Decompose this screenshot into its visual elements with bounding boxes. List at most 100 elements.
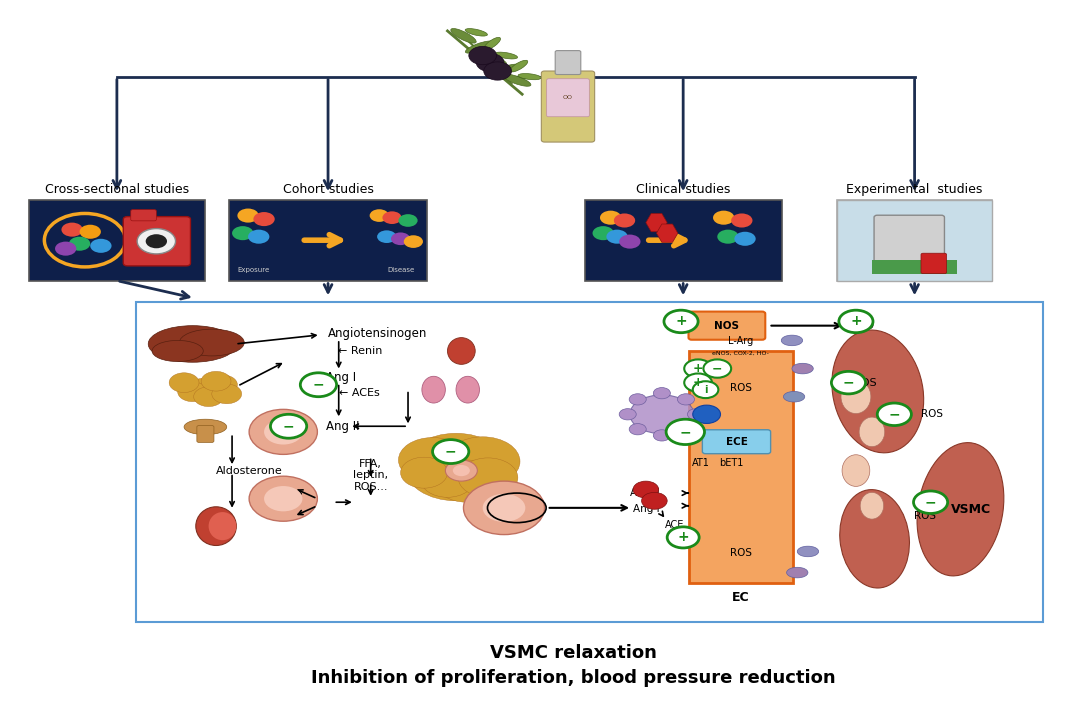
Text: OO: OO: [563, 95, 574, 100]
Circle shape: [248, 230, 269, 244]
Text: Ang II: Ang II: [630, 488, 659, 498]
Circle shape: [55, 242, 76, 256]
Circle shape: [678, 393, 695, 405]
Ellipse shape: [148, 325, 237, 362]
Circle shape: [300, 373, 337, 397]
Circle shape: [641, 492, 667, 509]
Text: Angiotensinogen: Angiotensinogen: [328, 327, 428, 340]
Circle shape: [614, 213, 636, 228]
Circle shape: [61, 223, 83, 237]
Text: −: −: [313, 378, 324, 392]
Ellipse shape: [630, 395, 694, 434]
Text: NOS: NOS: [714, 320, 740, 330]
Circle shape: [146, 234, 167, 248]
Ellipse shape: [792, 363, 814, 374]
Text: NO: NO: [855, 319, 875, 332]
Circle shape: [445, 460, 477, 481]
Circle shape: [653, 388, 670, 399]
Ellipse shape: [422, 376, 445, 403]
Circle shape: [237, 208, 258, 223]
FancyBboxPatch shape: [541, 71, 595, 142]
Circle shape: [687, 408, 704, 420]
FancyBboxPatch shape: [874, 216, 944, 269]
Circle shape: [468, 46, 496, 65]
Text: +: +: [850, 314, 862, 328]
Text: −: −: [889, 407, 900, 421]
Ellipse shape: [917, 442, 1003, 576]
Text: Exposure: Exposure: [237, 267, 269, 273]
Ellipse shape: [450, 28, 476, 43]
Text: +: +: [693, 376, 703, 389]
Circle shape: [90, 239, 111, 253]
Text: i: i: [704, 385, 708, 395]
Text: +: +: [675, 314, 687, 328]
Circle shape: [629, 393, 646, 405]
Ellipse shape: [196, 507, 236, 545]
Circle shape: [839, 310, 873, 333]
FancyBboxPatch shape: [131, 210, 157, 220]
Ellipse shape: [447, 337, 475, 364]
Text: −: −: [712, 362, 723, 375]
Circle shape: [391, 233, 411, 245]
Text: FFA,
leptin,
ROS...: FFA, leptin, ROS...: [353, 459, 388, 492]
Text: +: +: [693, 362, 703, 375]
Ellipse shape: [859, 417, 884, 447]
Ellipse shape: [184, 419, 227, 435]
Text: ROS: ROS: [914, 511, 936, 521]
Circle shape: [684, 359, 712, 378]
Text: VSMC: VSMC: [951, 503, 992, 515]
Circle shape: [202, 372, 230, 391]
Circle shape: [178, 382, 208, 401]
Circle shape: [253, 212, 274, 226]
Circle shape: [832, 372, 865, 394]
Circle shape: [913, 491, 948, 513]
Text: Disease: Disease: [387, 267, 414, 273]
Circle shape: [377, 230, 397, 243]
Circle shape: [399, 437, 466, 483]
Circle shape: [667, 527, 699, 548]
Circle shape: [69, 237, 90, 251]
Ellipse shape: [832, 330, 924, 453]
Ellipse shape: [781, 335, 803, 346]
Ellipse shape: [798, 546, 819, 557]
Circle shape: [79, 225, 101, 239]
Bar: [837, 200, 992, 281]
Circle shape: [629, 423, 646, 435]
Text: Aldosterone: Aldosterone: [217, 466, 283, 476]
Circle shape: [212, 384, 241, 403]
Ellipse shape: [843, 454, 869, 486]
Text: ROS: ROS: [853, 378, 877, 388]
Text: eNOS, COX-2, HO-: eNOS, COX-2, HO-: [712, 350, 770, 356]
Text: Cross-sectional studies: Cross-sectional studies: [45, 183, 189, 196]
Text: Ang I: Ang I: [634, 504, 659, 514]
Circle shape: [421, 462, 474, 497]
Bar: [584, 200, 781, 281]
Text: −: −: [925, 495, 937, 509]
Bar: [29, 200, 205, 281]
Circle shape: [383, 211, 402, 224]
Circle shape: [482, 493, 525, 522]
Text: ROS: ROS: [921, 409, 943, 419]
Circle shape: [232, 226, 253, 240]
Bar: [830, 316, 1016, 593]
Text: ROS: ROS: [730, 548, 751, 558]
Circle shape: [264, 419, 302, 445]
Circle shape: [620, 408, 637, 420]
Bar: [837, 200, 992, 281]
Circle shape: [370, 209, 389, 222]
Circle shape: [607, 230, 628, 244]
FancyBboxPatch shape: [555, 50, 581, 74]
Ellipse shape: [209, 512, 236, 540]
FancyBboxPatch shape: [921, 253, 947, 274]
Text: bET1: bET1: [719, 458, 743, 468]
Circle shape: [684, 374, 712, 392]
Text: VSMC relaxation: VSMC relaxation: [490, 644, 657, 662]
Polygon shape: [645, 213, 667, 232]
Circle shape: [405, 433, 507, 501]
Circle shape: [713, 211, 734, 225]
Text: Ang I: Ang I: [326, 371, 356, 384]
Circle shape: [249, 409, 317, 454]
Circle shape: [731, 213, 753, 228]
Text: ← ACEs: ← ACEs: [339, 389, 379, 398]
Circle shape: [270, 414, 307, 438]
